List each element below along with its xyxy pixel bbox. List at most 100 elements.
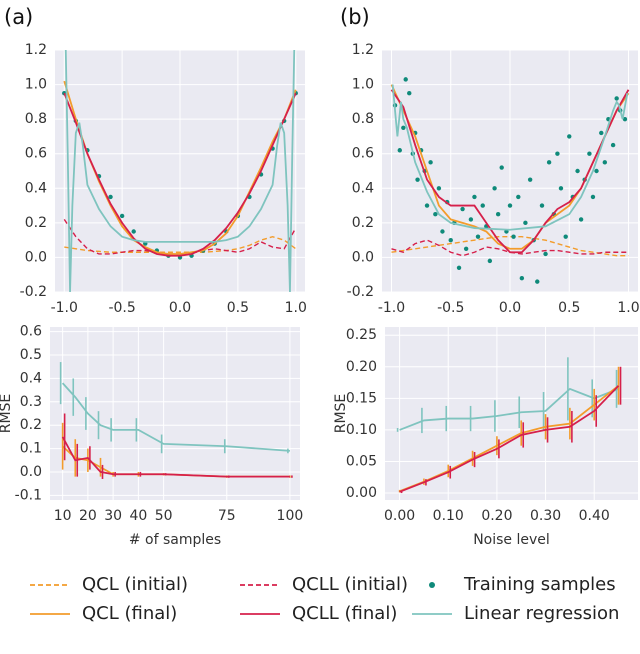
data-point	[543, 251, 548, 257]
x-tick-label: 1.0	[617, 300, 639, 316]
y-tick-label: 0.10	[346, 422, 377, 438]
plot-background	[50, 327, 300, 500]
data-point	[108, 194, 113, 200]
y-tick-label: 1.0	[352, 77, 374, 93]
data-point	[428, 160, 433, 165]
y-tick-label: 0.4	[352, 180, 374, 196]
data-point	[555, 151, 560, 156]
data-point	[463, 246, 469, 251]
data-line	[63, 92, 297, 257]
data-line	[64, 235, 297, 253]
y-tick-label: 0.2	[25, 215, 47, 231]
data-point	[119, 213, 125, 219]
data-point	[546, 160, 552, 165]
y-tick-label: 0.6	[25, 146, 47, 162]
legend-marker	[429, 582, 435, 588]
data-point	[424, 203, 430, 208]
y-tick-label: 0.00	[346, 485, 377, 501]
data-point	[492, 186, 497, 191]
y-tick-label: 0.0	[20, 464, 42, 480]
data-point	[614, 96, 619, 101]
data-point	[622, 116, 628, 122]
data-line	[391, 235, 629, 257]
y-tick-label: 0.15	[346, 390, 377, 406]
x-tick-label: 30	[104, 508, 122, 524]
data-point	[487, 258, 493, 264]
data-line	[391, 239, 629, 257]
x-tick-label: -1.0	[51, 300, 78, 316]
legend-label: QCL (initial)	[82, 574, 188, 595]
y-tick-label: 0.1	[20, 441, 42, 457]
y-tick-label: 0.3	[20, 394, 42, 410]
data-point	[575, 168, 580, 174]
x-tick-label: 100	[277, 508, 304, 524]
data-point	[602, 160, 608, 165]
x-tick-label: 20	[79, 508, 97, 524]
data-line	[61, 436, 290, 478]
x-tick-label: -1.0	[378, 300, 405, 316]
data-point	[563, 234, 568, 239]
legend-label: Linear regression	[464, 603, 619, 624]
x-tick-label: -0.5	[108, 300, 135, 316]
y-tick-label: 0.20	[346, 359, 377, 375]
x-tick-label: 0.0	[169, 300, 191, 316]
x-axis-label: # of samples	[129, 532, 221, 548]
x-tick-label: 0.30	[530, 508, 561, 524]
y-tick-label: 0.8	[25, 111, 47, 127]
data-line	[399, 385, 620, 493]
data-point	[511, 234, 516, 239]
data-point	[475, 234, 481, 239]
data-point	[468, 217, 474, 222]
data-point	[578, 217, 584, 222]
legend-label: QCLL (initial)	[292, 574, 408, 595]
data-point	[590, 194, 596, 200]
data-point	[516, 194, 521, 200]
panel-label: (a)	[4, 5, 33, 29]
x-tick-label: 40	[129, 508, 147, 524]
plot-area	[62, 50, 298, 292]
y-tick-label: 0.6	[20, 324, 42, 340]
data-point	[460, 206, 465, 212]
data-point	[397, 148, 402, 153]
y-tick-label: 0.0	[352, 249, 374, 265]
data-point	[558, 186, 564, 191]
y-tick-label: 0.4	[25, 180, 47, 196]
data-line	[390, 89, 630, 254]
data-point	[523, 220, 528, 226]
y-tick-label: -0.2	[347, 284, 374, 300]
legend-label: QCLL (final)	[292, 603, 397, 624]
plot-area	[59, 362, 293, 479]
x-tick-label: 0.5	[558, 300, 580, 316]
y-axis-label: RMSE	[0, 394, 14, 434]
data-line	[399, 387, 619, 431]
y-tick-label: 0.25	[346, 327, 377, 343]
data-point	[131, 229, 136, 234]
data-point	[448, 237, 453, 243]
data-point	[456, 265, 462, 270]
data-point	[527, 177, 533, 182]
plot-area	[390, 77, 630, 284]
y-tick-label: 1.2	[352, 42, 374, 58]
x-tick-label: 1.0	[285, 300, 307, 316]
data-point	[507, 203, 513, 208]
data-line	[391, 84, 629, 231]
y-tick-label: 0.5	[20, 347, 42, 363]
data-point	[519, 275, 525, 281]
x-tick-label: 50	[155, 508, 173, 524]
y-tick-label: 0.8	[352, 111, 374, 127]
y-tick-label: 0.05	[346, 453, 377, 469]
data-point	[567, 134, 572, 139]
data-point	[610, 142, 616, 148]
data-point	[499, 165, 504, 170]
legend-label: QCL (final)	[82, 603, 177, 624]
x-tick-label: 0.20	[481, 508, 512, 524]
data-point	[403, 77, 408, 82]
data-point	[480, 203, 485, 208]
y-tick-label: 0.2	[20, 417, 42, 433]
data-point	[415, 177, 420, 182]
legend-label: Training samples	[463, 574, 616, 595]
x-tick-label: 0.0	[499, 300, 521, 316]
y-tick-label: -0.2	[20, 284, 47, 300]
y-tick-label: 0.6	[352, 146, 374, 162]
y-tick-label: -0.1	[15, 487, 42, 503]
